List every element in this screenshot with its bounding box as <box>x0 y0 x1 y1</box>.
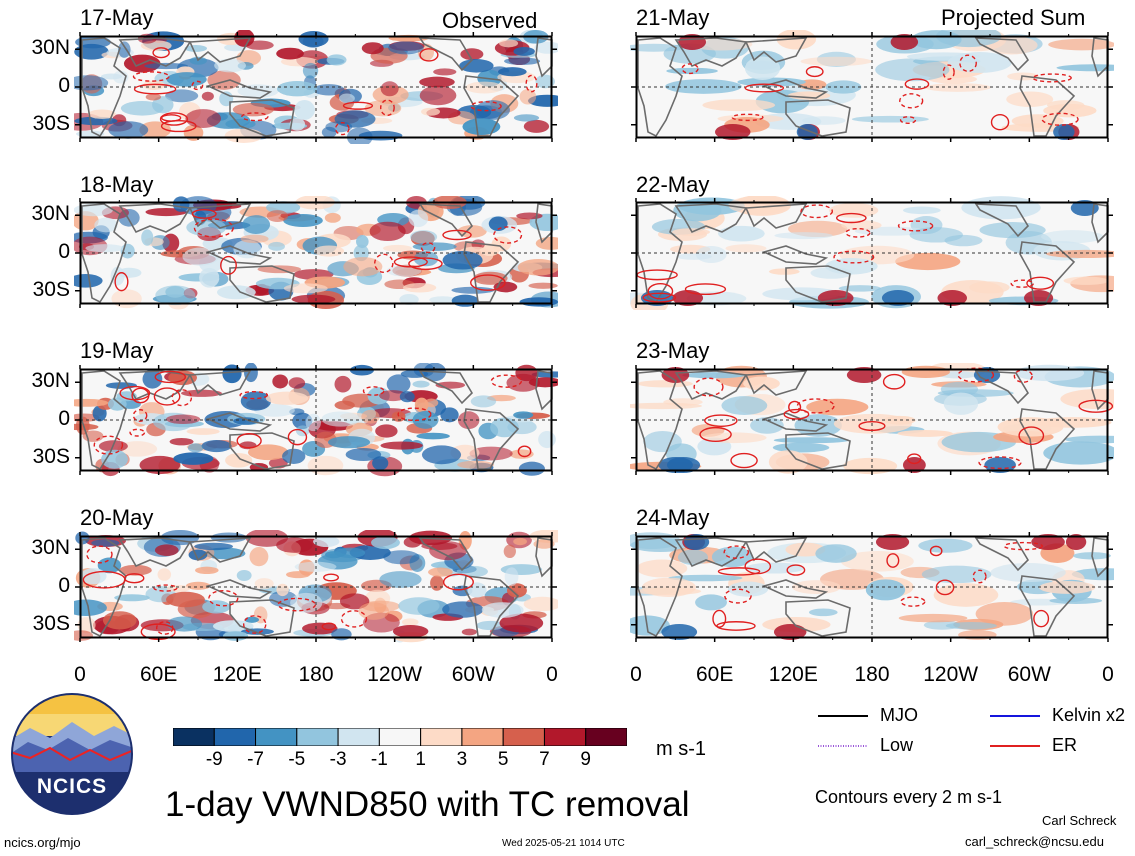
author: Carl Schreck <box>1042 813 1117 828</box>
legend-line-er <box>990 745 1040 747</box>
panel-date: 21-May <box>636 5 710 30</box>
colorbar-swatch <box>255 727 298 747</box>
lat-tick-label: 0 <box>58 574 70 597</box>
panel-date: 20-May <box>80 505 154 530</box>
site-link[interactable]: ncics.org/mjo <box>4 835 81 850</box>
wind-anomaly-map <box>630 363 1114 475</box>
wind-anomaly-map <box>74 530 558 643</box>
colorbar-swatch <box>378 727 422 747</box>
lon-tick-label: 0 <box>546 663 558 686</box>
lat-tick-label: 30N <box>31 369 70 393</box>
lat-tick-label: 30N <box>31 36 70 60</box>
map-panel-17-May <box>74 30 558 144</box>
colorbar-tick-label: 7 <box>539 749 550 770</box>
colorbar-swatch <box>296 727 339 747</box>
wind-anomaly-map <box>630 196 1114 310</box>
wind-anomaly-map <box>630 30 1114 142</box>
map-panel-19-May <box>74 363 558 477</box>
legend-label: Kelvin x2 <box>1052 705 1126 725</box>
lon-tick-label: 60E <box>695 663 734 686</box>
lon-tick-label: 120E <box>212 663 262 686</box>
author-email[interactable]: carl_schreck@ncsu.edu <box>965 834 1104 849</box>
lon-tick-label: 120W <box>367 663 423 686</box>
lat-tick-label: 30S <box>32 111 70 135</box>
colorbar-tick-label: -5 <box>288 749 306 770</box>
legend-label: MJO <box>880 705 918 725</box>
lon-tick-label: 0 <box>74 663 86 686</box>
lat-tick-label: 30S <box>32 611 70 635</box>
lon-tick-label: 60W <box>1007 663 1051 686</box>
colorbar-swatch <box>213 727 257 747</box>
lat-tick-label: 30S <box>32 444 70 468</box>
lon-tick-label: 0 <box>630 663 642 686</box>
legend-line-kelvin-x2 <box>990 715 1040 717</box>
wind-anomaly-map <box>74 363 558 477</box>
lon-tick-label: 60W <box>451 663 495 686</box>
colorbar-swatch <box>461 727 504 747</box>
lon-tick-label: 60E <box>139 663 178 686</box>
colorbar-swatch <box>337 727 380 747</box>
colorbar-tick-label: 9 <box>580 749 591 770</box>
colorbar-tick-label: -9 <box>205 749 223 770</box>
lon-tick-label: 120W <box>923 663 979 686</box>
colorbar-swatch <box>172 727 215 747</box>
legend-line-low <box>818 745 868 747</box>
map-panel-20-May <box>74 530 558 644</box>
colorbar-swatch <box>420 727 463 747</box>
panel-date: 19-May <box>80 338 154 363</box>
colorbar-tick-label: 1 <box>415 749 426 770</box>
wind-anomaly-map <box>74 196 558 310</box>
map-panel-18-May <box>74 196 558 310</box>
colorbar-swatch <box>543 727 587 747</box>
lat-tick-label: 30N <box>31 536 70 560</box>
colorbar-swatches <box>172 727 628 747</box>
colorbar-swatch <box>502 727 545 747</box>
map-panel-23-May <box>630 363 1114 477</box>
colorbar-unit: m s-1 <box>656 738 706 760</box>
colorbar-tick-label: 5 <box>497 749 509 770</box>
wind-anomaly-map <box>74 30 558 144</box>
legend-label: ER <box>1052 735 1078 755</box>
panel-date: 17-May <box>80 5 154 30</box>
lat-tick-label: 0 <box>58 240 70 263</box>
contour-note: Contours every 2 m s-1 <box>815 787 1003 807</box>
observed-title: Observed <box>442 8 538 33</box>
logo-text: NCICS <box>36 775 108 798</box>
map-panel-22-May <box>630 196 1114 310</box>
projected-title: Projected Sum <box>941 5 1086 30</box>
map-panel-24-May <box>630 530 1114 644</box>
timestamp: Wed 2025-05-21 1014 UTC <box>502 838 625 849</box>
lat-tick-label: 30S <box>32 277 70 301</box>
panel-date: 23-May <box>636 338 710 363</box>
colorbar-swatch <box>585 727 628 747</box>
legend-label: Low <box>880 735 914 755</box>
lon-tick-label: 120E <box>768 663 818 686</box>
lat-tick-label: 30N <box>31 202 70 226</box>
colorbar-tick-label: -1 <box>370 749 388 770</box>
lon-tick-label: 180 <box>854 663 890 686</box>
panel-date: 22-May <box>636 172 710 197</box>
colorbar-tick-label: 3 <box>456 749 468 770</box>
panel-date: 24-May <box>636 505 710 530</box>
legend-line-mjo <box>818 715 868 717</box>
ncics-logo-graphic <box>11 693 133 815</box>
map-panel-21-May <box>630 30 1114 144</box>
lon-tick-label: 180 <box>298 663 334 686</box>
lon-tick-label: 0 <box>1102 663 1114 686</box>
lat-tick-label: 0 <box>58 407 70 430</box>
panel-date: 18-May <box>80 172 154 197</box>
lat-tick-label: 0 <box>58 74 70 97</box>
colorbar <box>172 727 628 747</box>
chart-title: 1-day VWND850 with TC removal <box>165 785 690 824</box>
colorbar-tick-label: -3 <box>329 749 347 770</box>
wind-anomaly-map <box>630 532 1114 642</box>
ncics-logo: NCICS <box>10 692 134 816</box>
colorbar-tick-label: -7 <box>247 749 264 770</box>
